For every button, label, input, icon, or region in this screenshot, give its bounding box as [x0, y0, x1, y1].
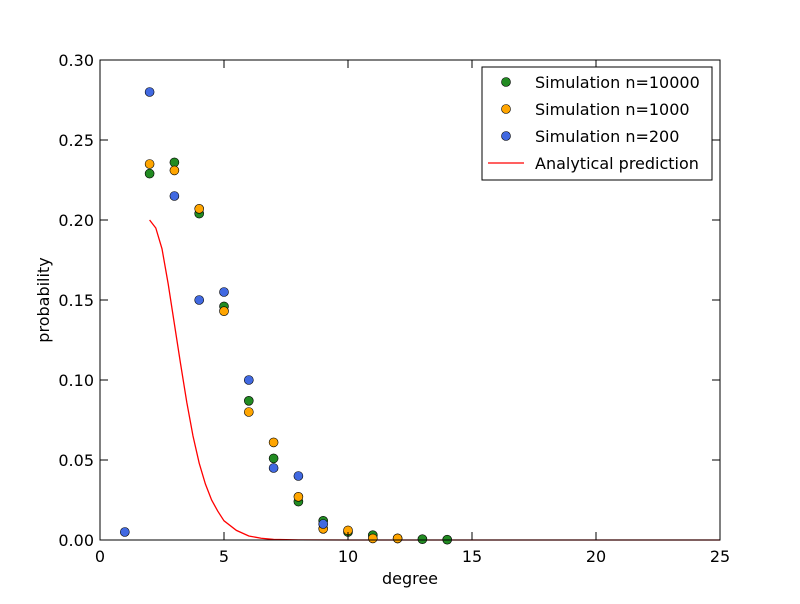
data-point-simulation-n-200-1 — [144, 87, 155, 97]
x-tick-label: 5 — [219, 547, 229, 566]
data-point-simulation-n-1000-4 — [244, 407, 254, 417]
legend-swatch-simulation-n-10000 — [501, 77, 511, 87]
data-point-simulation-n-200-0 — [120, 527, 130, 537]
y-tick-label: 0.25 — [58, 131, 94, 150]
y-tick-label: 0.30 — [58, 51, 94, 70]
data-point-simulation-n-1000-10 — [392, 533, 403, 544]
data-point-simulation-n-1000-0 — [144, 159, 155, 169]
series-line-analytical-prediction — [149, 219, 720, 541]
data-point-simulation-n-10000-1 — [169, 157, 180, 168]
y-tick-label: 0.15 — [58, 291, 94, 310]
data-point-simulation-n-10000-11 — [417, 534, 428, 545]
data-point-simulation-n-200-3 — [194, 295, 204, 305]
series-simulation-n-200 — [120, 87, 329, 537]
data-point-simulation-n-200-2 — [169, 191, 180, 201]
data-point-simulation-n-1000-1 — [169, 165, 180, 176]
y-tick-label: 0.20 — [58, 211, 94, 230]
y-axis-label: probability — [34, 257, 53, 342]
data-point-simulation-n-1000-6 — [293, 491, 304, 502]
y-tick-label: 0.10 — [58, 371, 94, 390]
x-tick-label: 0 — [95, 547, 105, 566]
data-point-simulation-n-1000-3 — [219, 306, 229, 317]
data-point-simulation-n-200-4 — [219, 287, 229, 297]
data-point-simulation-n-200-6 — [268, 463, 279, 473]
legend: Simulation n=10000 Simulation n=1000 Simul… — [481, 66, 713, 181]
data-point-simulation-n-10000-0 — [144, 168, 155, 179]
legend-swatch-simulation-n-1000 — [501, 104, 511, 114]
data-point-simulation-n-200-5 — [244, 375, 254, 385]
data-point-simulation-n-200-8 — [318, 519, 329, 529]
data-point-simulation-n-1000-5 — [268, 437, 279, 448]
series-layer — [120, 87, 720, 545]
x-axis-label: degree — [382, 569, 438, 588]
ticks-layer: 0 5 10 15 20 25 0.00 0.05 0.10 0.15 0.20 0.25 0.30 — [58, 51, 730, 566]
legend-label-simulation-n-10000: Simulation n=10000 — [535, 73, 700, 92]
x-tick-label: 20 — [586, 547, 606, 566]
legend-label-analytical-prediction: Analytical prediction — [535, 154, 699, 173]
y-tick-label: 0.00 — [58, 531, 94, 550]
legend-box — [481, 66, 713, 181]
data-point-simulation-n-1000-9 — [367, 533, 378, 544]
data-point-simulation-n-10000-5 — [268, 453, 279, 464]
data-point-simulation-n-1000-2 — [194, 204, 204, 214]
data-point-simulation-n-10000-4 — [244, 395, 254, 406]
x-tick-label: 25 — [710, 547, 730, 566]
x-tick-label: 10 — [338, 547, 358, 566]
data-point-simulation-n-200-7 — [293, 471, 304, 481]
y-tick-label: 0.05 — [58, 451, 94, 470]
legend-label-simulation-n-1000: Simulation n=1000 — [535, 100, 690, 119]
legend-label-simulation-n-200: Simulation n=200 — [535, 127, 679, 146]
legend-swatch-simulation-n-200 — [501, 131, 511, 141]
x-tick-label: 15 — [462, 547, 482, 566]
